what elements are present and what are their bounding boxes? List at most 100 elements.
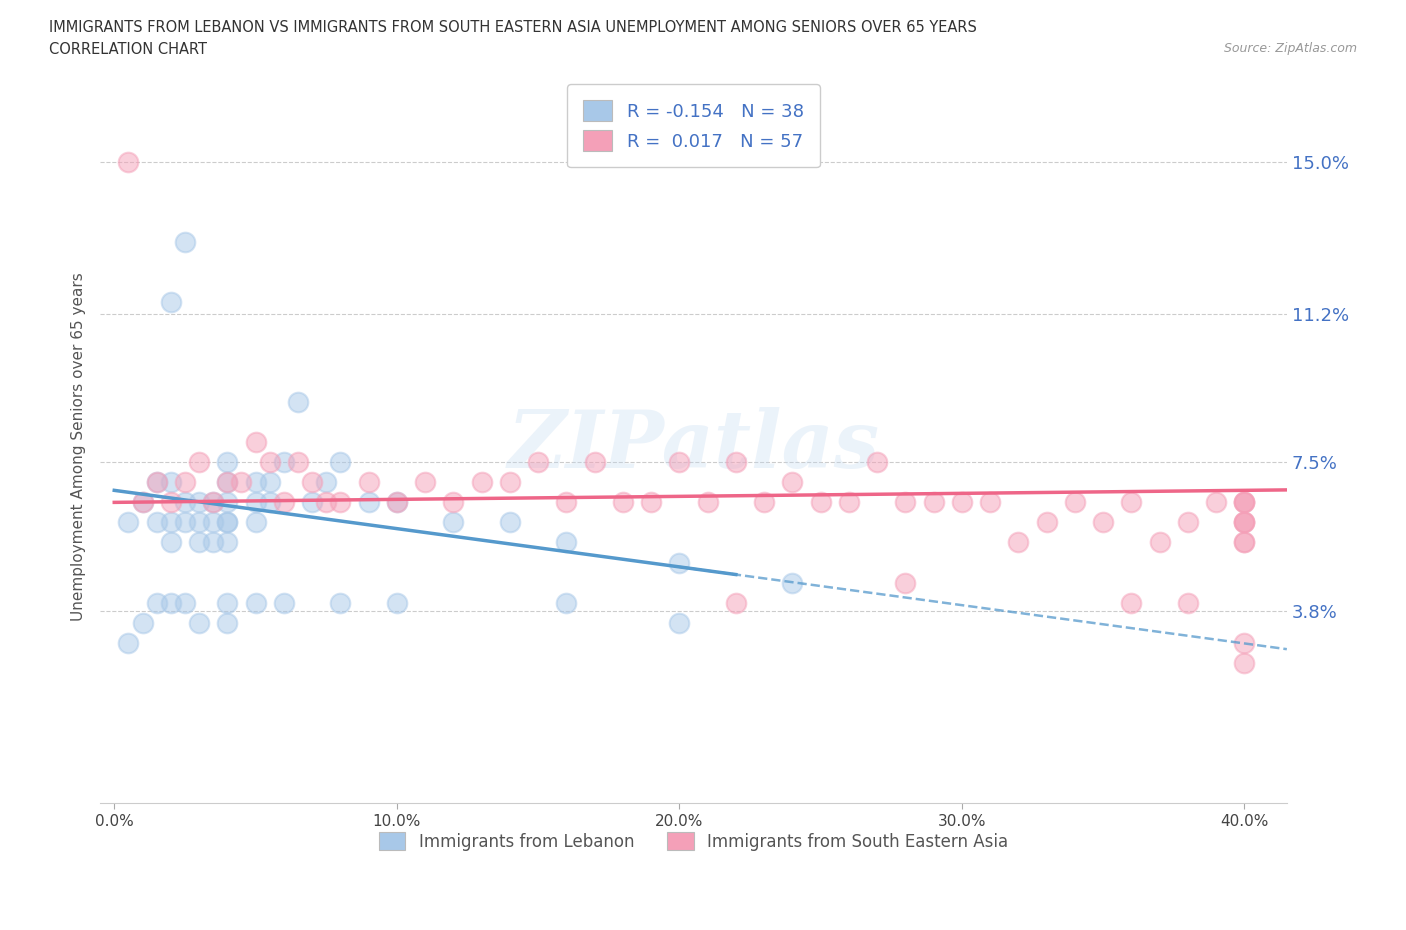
- Point: [612, 495, 634, 510]
- Point: [527, 455, 550, 470]
- Point: [202, 515, 225, 530]
- Point: [1233, 515, 1256, 530]
- Point: [217, 595, 239, 610]
- Point: [357, 495, 380, 510]
- Point: [315, 475, 337, 490]
- Point: [188, 535, 211, 550]
- Point: [117, 154, 139, 169]
- Point: [782, 475, 804, 490]
- Point: [1233, 635, 1256, 650]
- Point: [245, 595, 267, 610]
- Point: [752, 495, 775, 510]
- Point: [188, 455, 211, 470]
- Point: [668, 455, 690, 470]
- Point: [188, 616, 211, 631]
- Point: [668, 616, 690, 631]
- Point: [385, 595, 408, 610]
- Point: [1233, 535, 1256, 550]
- Point: [131, 616, 153, 631]
- Point: [145, 595, 167, 610]
- Text: ZIPatlas: ZIPatlas: [508, 407, 880, 485]
- Point: [499, 475, 522, 490]
- Point: [217, 535, 239, 550]
- Point: [1177, 515, 1199, 530]
- Point: [696, 495, 718, 510]
- Point: [724, 595, 747, 610]
- Point: [245, 515, 267, 530]
- Text: IMMIGRANTS FROM LEBANON VS IMMIGRANTS FROM SOUTH EASTERN ASIA UNEMPLOYMENT AMONG: IMMIGRANTS FROM LEBANON VS IMMIGRANTS FR…: [49, 20, 977, 35]
- Point: [357, 475, 380, 490]
- Point: [555, 495, 578, 510]
- Point: [894, 495, 917, 510]
- Point: [273, 595, 295, 610]
- Point: [217, 515, 239, 530]
- Point: [640, 495, 662, 510]
- Point: [145, 475, 167, 490]
- Point: [1177, 595, 1199, 610]
- Point: [159, 515, 181, 530]
- Point: [217, 475, 239, 490]
- Point: [1064, 495, 1087, 510]
- Legend: Immigrants from Lebanon, Immigrants from South Eastern Asia: Immigrants from Lebanon, Immigrants from…: [370, 824, 1017, 859]
- Point: [1092, 515, 1115, 530]
- Text: Source: ZipAtlas.com: Source: ZipAtlas.com: [1223, 42, 1357, 55]
- Point: [1121, 495, 1143, 510]
- Point: [385, 495, 408, 510]
- Point: [245, 495, 267, 510]
- Point: [287, 394, 309, 409]
- Point: [217, 616, 239, 631]
- Point: [1121, 595, 1143, 610]
- Point: [1233, 495, 1256, 510]
- Point: [174, 234, 197, 249]
- Point: [1233, 515, 1256, 530]
- Point: [1233, 515, 1256, 530]
- Point: [131, 495, 153, 510]
- Point: [1149, 535, 1171, 550]
- Point: [413, 475, 436, 490]
- Point: [499, 515, 522, 530]
- Point: [217, 495, 239, 510]
- Point: [329, 495, 352, 510]
- Point: [555, 595, 578, 610]
- Point: [441, 495, 464, 510]
- Point: [117, 515, 139, 530]
- Point: [145, 515, 167, 530]
- Point: [301, 495, 323, 510]
- Point: [979, 495, 1001, 510]
- Point: [922, 495, 945, 510]
- Point: [145, 475, 167, 490]
- Point: [188, 495, 211, 510]
- Point: [1233, 656, 1256, 671]
- Point: [287, 455, 309, 470]
- Point: [217, 455, 239, 470]
- Point: [1233, 495, 1256, 510]
- Point: [724, 455, 747, 470]
- Point: [385, 495, 408, 510]
- Point: [782, 575, 804, 590]
- Point: [329, 455, 352, 470]
- Point: [668, 555, 690, 570]
- Point: [174, 515, 197, 530]
- Point: [273, 495, 295, 510]
- Point: [159, 475, 181, 490]
- Point: [159, 295, 181, 310]
- Point: [159, 535, 181, 550]
- Point: [1035, 515, 1057, 530]
- Point: [174, 495, 197, 510]
- Text: CORRELATION CHART: CORRELATION CHART: [49, 42, 207, 57]
- Point: [1233, 495, 1256, 510]
- Point: [188, 515, 211, 530]
- Point: [894, 575, 917, 590]
- Point: [245, 435, 267, 450]
- Point: [838, 495, 860, 510]
- Point: [1233, 535, 1256, 550]
- Point: [259, 495, 281, 510]
- Point: [950, 495, 973, 510]
- Point: [174, 475, 197, 490]
- Point: [202, 495, 225, 510]
- Point: [471, 475, 494, 490]
- Point: [202, 495, 225, 510]
- Point: [159, 495, 181, 510]
- Point: [866, 455, 889, 470]
- Point: [174, 595, 197, 610]
